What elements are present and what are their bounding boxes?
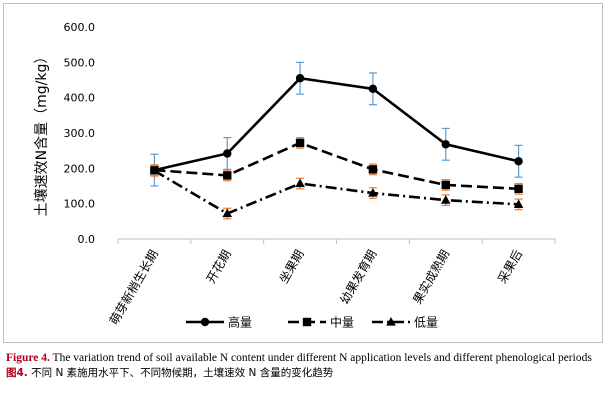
y-tick-label: 200.0	[64, 162, 96, 175]
legend-marker	[302, 317, 312, 327]
series-line	[154, 76, 519, 172]
data-point	[295, 74, 305, 83]
x-category-label: 采果后	[495, 248, 525, 286]
data-point	[514, 184, 523, 194]
legend-marker	[200, 317, 210, 327]
data-point	[441, 140, 450, 149]
legend-label: 高量	[228, 315, 252, 330]
caption-english-label: Figure 4.	[6, 352, 50, 364]
data-point	[222, 208, 233, 218]
legend: 高量 中量 低量	[186, 315, 438, 330]
figure-caption: Figure 4. The variation trend of soil av…	[6, 352, 610, 380]
data-point	[223, 149, 232, 158]
caption-chinese-text: 不同 N 素施用水平下、不同物候期，土壤速效 N 含量的变化趋势	[27, 367, 334, 379]
data-point	[514, 157, 523, 166]
series-line	[153, 169, 519, 216]
y-tick-label: 600.0	[64, 21, 96, 34]
figure-frame	[3, 3, 603, 343]
x-category-label: 坐果期	[277, 248, 307, 286]
caption-english-text: The variation trend of soil available N …	[49, 352, 592, 364]
legend-item: 高量	[186, 315, 252, 330]
y-tick-label: 500.0	[64, 56, 96, 69]
legend-item: 中量	[288, 315, 354, 330]
y-axis-title-text: 土壤速效N含量（mg/kg）	[33, 50, 50, 217]
y-axis-ticks: 0.0 100.0 200.0 300.0 400.0 500.0 600.0	[64, 21, 96, 246]
data-point	[440, 195, 451, 204]
y-axis-title: 土壤速效N含量（mg/kg）	[33, 50, 50, 217]
x-axis	[117, 238, 556, 244]
series-triangle	[149, 164, 524, 220]
x-category-label: 开花期	[203, 247, 234, 286]
x-category-label: 萌芽新梢生长期	[106, 247, 161, 327]
y-tick-label: 300.0	[64, 127, 96, 140]
x-category-label: 果实成熟期	[409, 247, 452, 306]
y-tick-label: 100.0	[64, 198, 96, 211]
data-point	[368, 188, 378, 197]
caption-english: Figure 4. The variation trend of soil av…	[6, 352, 610, 364]
series-circle	[150, 61, 523, 187]
series-square	[150, 136, 523, 195]
series-layer	[149, 61, 524, 220]
data-point	[149, 165, 160, 175]
y-tick-label: 400.0	[64, 92, 96, 105]
x-category-label: 幼果发育期	[337, 247, 380, 306]
line-chart: 土壤速效N含量（mg/kg） 0.0 100.0 200.0 300.0 400.0 50…	[33, 21, 556, 330]
data-point	[513, 199, 524, 208]
caption-chinese: 图4. 不同 N 素施用水平下、不同物候期，土壤速效 N 含量的变化趋势	[6, 367, 610, 380]
legend-item: 低量	[372, 316, 438, 330]
data-point	[368, 165, 378, 174]
x-axis-labels: 萌芽新梢生长期 开花期 坐果期 幼果发育期 果实成熟期 采果后	[106, 247, 525, 327]
y-tick-label: 0.0	[78, 233, 96, 246]
data-point	[441, 180, 450, 190]
caption-chinese-label: 图4.	[6, 367, 28, 379]
data-point	[223, 171, 232, 180]
data-point	[295, 178, 305, 188]
data-point	[368, 84, 378, 94]
legend-label: 低量	[414, 316, 438, 330]
legend-marker	[386, 317, 396, 326]
legend-label: 中量	[330, 315, 354, 330]
data-point	[295, 138, 305, 148]
